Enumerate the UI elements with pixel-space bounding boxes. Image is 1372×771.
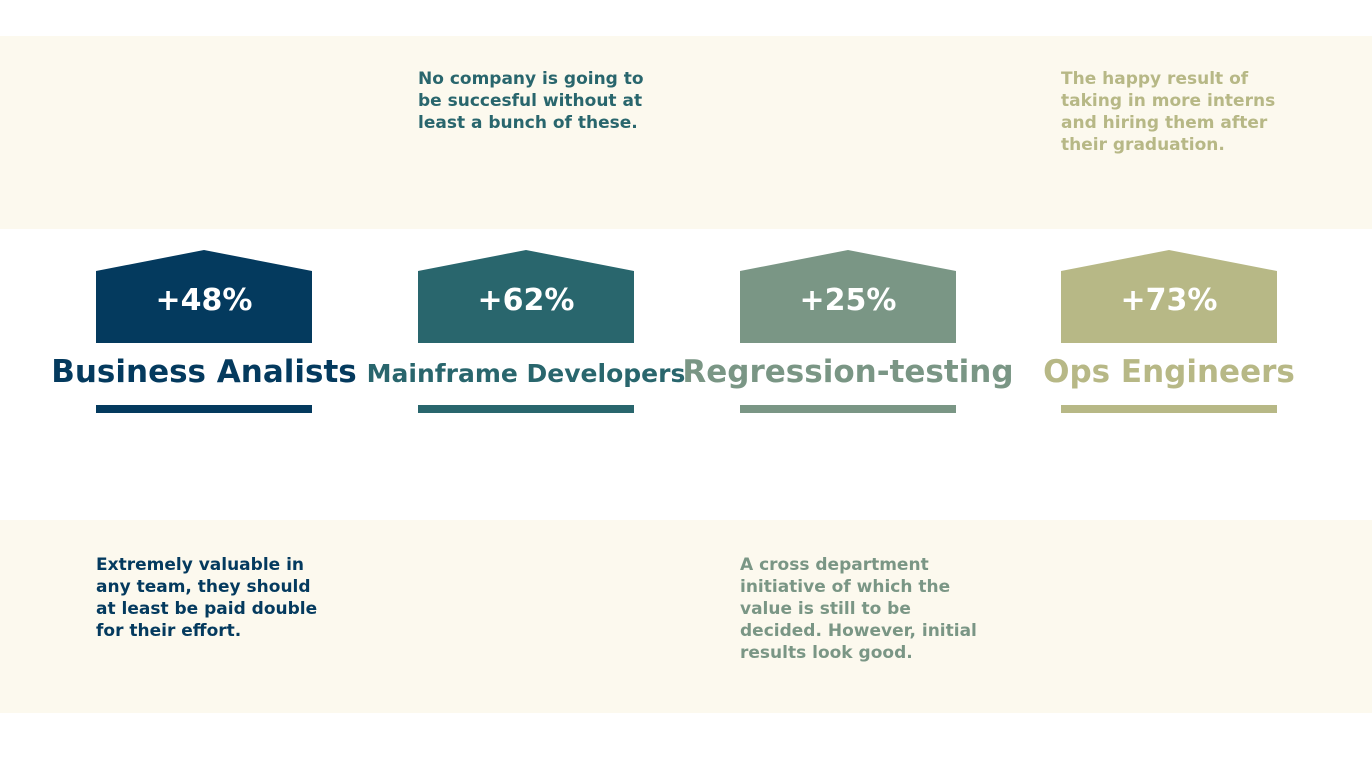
house-shape: +25% — [740, 250, 956, 343]
category-label: Business Analists — [51, 354, 357, 390]
percent-value: +48% — [155, 283, 253, 318]
category-label: Regression-testing — [682, 354, 1014, 390]
underline-bar — [418, 405, 634, 413]
category-business-analists: +48% Business Analists — [51, 250, 357, 413]
business-description: Extremely valuable in any team, they sho… — [96, 555, 318, 641]
mainframe-description: No company is going to be succesful with… — [418, 69, 644, 133]
house-shape: +48% — [96, 250, 312, 343]
category-regression-testing: +25% Regression-testing — [682, 250, 1014, 413]
underline-bar — [740, 405, 956, 413]
category-mainframe-developers: +62% Mainframe Developers — [367, 250, 685, 413]
ops-description: The happy result of taking in more inter… — [1061, 69, 1276, 155]
percent-value: +25% — [799, 283, 897, 318]
house-icon — [1061, 250, 1277, 343]
bottom-band — [0, 520, 1372, 713]
underline-bar — [1061, 405, 1277, 413]
percent-value: +73% — [1120, 283, 1218, 318]
house-shape: +73% — [1061, 250, 1277, 343]
category-ops-engineers: +73% Ops Engineers — [1043, 250, 1295, 413]
underline-bar — [96, 405, 312, 413]
house-icon — [96, 250, 312, 343]
category-label: Mainframe Developers — [366, 359, 686, 388]
house-icon — [740, 250, 956, 343]
regression-description: A cross department initiative of which t… — [740, 555, 977, 663]
top-band — [0, 36, 1372, 229]
percent-value: +62% — [477, 283, 575, 318]
house-icon — [418, 250, 634, 343]
category-label: Ops Engineers — [1043, 354, 1295, 390]
house-shape: +62% — [418, 250, 634, 343]
